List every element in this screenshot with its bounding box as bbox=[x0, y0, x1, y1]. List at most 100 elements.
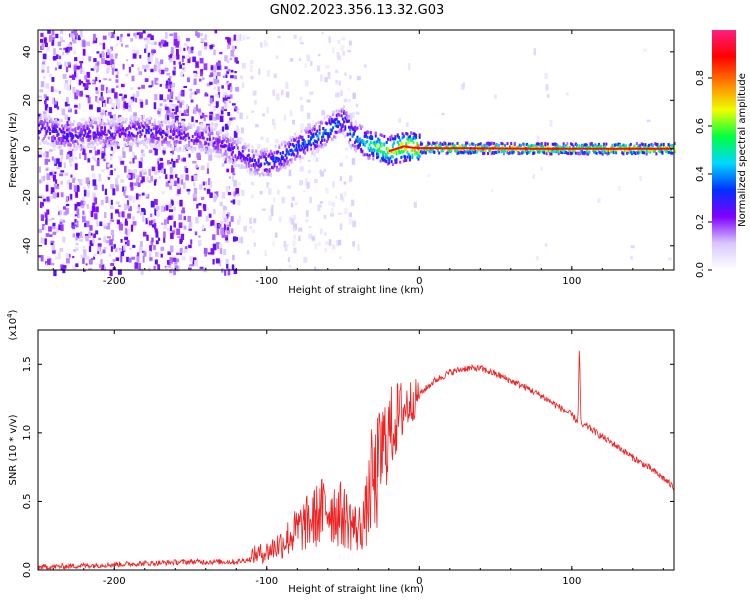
noise-cell bbox=[213, 49, 216, 56]
ridge-cell bbox=[200, 126, 203, 130]
noise-cell bbox=[53, 269, 57, 277]
ridge-cell bbox=[594, 143, 597, 147]
ridge-cell bbox=[401, 132, 404, 136]
noise-cell bbox=[176, 252, 180, 255]
ridge-cell bbox=[577, 152, 580, 156]
noise-cell bbox=[167, 115, 170, 121]
noise-cell bbox=[40, 214, 44, 221]
ridge-cell bbox=[61, 119, 64, 123]
ridge-cell bbox=[571, 143, 574, 147]
ridge-cell bbox=[477, 148, 480, 152]
ridge-cell bbox=[283, 163, 286, 167]
noise-cell bbox=[137, 175, 140, 180]
noise-cell bbox=[151, 53, 154, 56]
noise-cell bbox=[234, 75, 237, 80]
ridge-cell bbox=[180, 120, 183, 124]
ridge-cell bbox=[302, 148, 305, 152]
ridge-cell bbox=[317, 135, 320, 139]
ridge-cell bbox=[554, 142, 557, 146]
ridge-cell bbox=[235, 143, 238, 147]
ridge-cell bbox=[413, 136, 416, 140]
noise-cell bbox=[169, 103, 172, 111]
ridge-cell bbox=[99, 141, 102, 145]
noise-cell bbox=[98, 173, 101, 179]
noise-cell bbox=[172, 104, 177, 107]
noise-cell bbox=[46, 209, 50, 215]
ridge-cell bbox=[170, 122, 173, 126]
ridge-cell bbox=[113, 136, 116, 140]
ridge-cell bbox=[610, 145, 613, 149]
noise-cell bbox=[78, 79, 82, 86]
noise-cell bbox=[292, 214, 295, 219]
noise-cell bbox=[290, 217, 295, 225]
noise-cell bbox=[86, 95, 90, 98]
ridge-cell bbox=[83, 128, 86, 132]
ridge-cell bbox=[343, 111, 346, 115]
noise-cell bbox=[199, 203, 204, 207]
noise-cell bbox=[252, 90, 257, 96]
noise-cell bbox=[196, 166, 199, 170]
ridge-cell bbox=[56, 130, 59, 134]
ridge-cell bbox=[197, 127, 200, 131]
ridge-cell bbox=[546, 148, 549, 152]
noise-cell bbox=[320, 74, 323, 82]
ridge-cell bbox=[224, 136, 227, 140]
ridge-cell bbox=[257, 168, 260, 172]
ridge-cell bbox=[164, 138, 167, 142]
ridge-cell bbox=[587, 146, 590, 150]
ridge-cell bbox=[242, 165, 245, 169]
ridge-cell bbox=[100, 140, 103, 144]
ridge-cell bbox=[199, 145, 202, 149]
noise-cell bbox=[143, 171, 147, 175]
ridge-cell bbox=[372, 157, 375, 161]
noise-cell bbox=[128, 99, 133, 106]
ridge-cell bbox=[375, 149, 378, 153]
ridge-cell bbox=[166, 133, 169, 137]
ridge-cell bbox=[249, 156, 252, 160]
noise-cell bbox=[544, 73, 549, 80]
ridge-cell bbox=[396, 151, 399, 155]
ridge-cell bbox=[634, 145, 637, 149]
ridge-cell bbox=[501, 142, 504, 146]
ridge-cell bbox=[161, 135, 164, 139]
noise-cell bbox=[195, 104, 199, 112]
ridge-cell bbox=[81, 144, 84, 148]
noise-cell bbox=[238, 137, 243, 141]
ridge-cell bbox=[63, 143, 66, 147]
ridge-cell bbox=[559, 145, 562, 149]
ridge-cell bbox=[44, 134, 47, 138]
ridge-cell bbox=[166, 126, 169, 130]
noise-cell bbox=[76, 184, 80, 192]
ridge-cell bbox=[472, 142, 475, 146]
noise-cell bbox=[169, 174, 174, 181]
ridge-cell bbox=[83, 117, 86, 121]
noise-cell bbox=[238, 237, 241, 243]
noise-cell bbox=[153, 180, 157, 186]
ridge-cell bbox=[637, 151, 640, 155]
noise-cell bbox=[217, 86, 220, 92]
ridge-cell bbox=[100, 135, 103, 139]
noise-cell bbox=[146, 66, 150, 70]
ridge-cell bbox=[621, 144, 624, 148]
ridge-cell bbox=[103, 126, 106, 130]
ridge-cell bbox=[203, 142, 206, 146]
ridge-cell bbox=[280, 155, 283, 159]
ridge-cell bbox=[502, 152, 505, 156]
ridge-cell bbox=[368, 156, 371, 160]
ridge-cell bbox=[257, 158, 260, 162]
ridge-cell bbox=[624, 145, 627, 149]
ridge-cell bbox=[263, 162, 266, 166]
noise-cell bbox=[188, 153, 191, 158]
ridge-cell bbox=[303, 140, 306, 144]
ridge-cell bbox=[313, 127, 316, 131]
ridge-cell bbox=[172, 132, 175, 136]
noise-cell bbox=[348, 113, 353, 120]
noise-cell bbox=[232, 173, 236, 176]
ridge-cell bbox=[544, 145, 547, 149]
ridge-cell bbox=[128, 124, 131, 128]
ridge-cell bbox=[321, 145, 324, 149]
ridge-cell bbox=[131, 124, 134, 128]
ridge-cell bbox=[568, 149, 571, 153]
ridge-cell bbox=[294, 156, 297, 160]
noise-cell bbox=[285, 82, 289, 89]
